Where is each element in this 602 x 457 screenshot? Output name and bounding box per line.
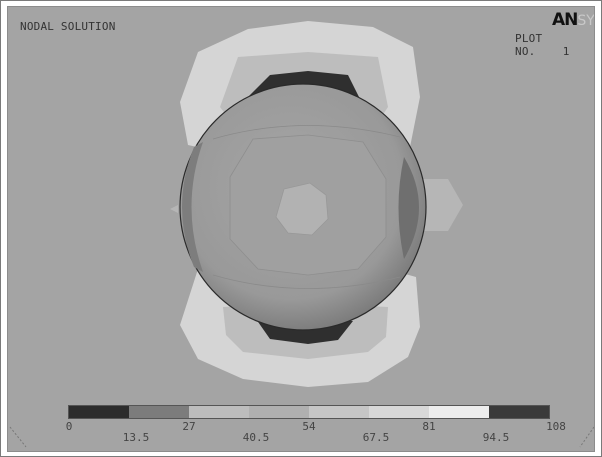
- logo-secondary-text: SYS: [577, 13, 595, 29]
- sphere-contour-ring-inner: [275, 182, 329, 236]
- corner-mark-right: [579, 426, 594, 448]
- corner-mark-left: [9, 426, 27, 448]
- legend-label-top-4: 108: [546, 420, 566, 433]
- legend-swatch-1: [129, 406, 189, 418]
- plot-title: NODAL SOLUTION: [20, 20, 116, 33]
- legend-label-top-1: 27: [182, 420, 196, 433]
- legend-swatch-3: [249, 406, 309, 418]
- legend-swatch-0: [69, 406, 129, 418]
- legend-label-top-2: 54: [302, 420, 316, 433]
- legend-label-bottom-0: 13.5: [122, 431, 150, 444]
- legend-label-bottom-1: 40.5: [242, 431, 270, 444]
- legend-swatch-6: [429, 406, 489, 418]
- logo-primary-text: AN: [552, 10, 578, 30]
- right-contour-wedge: [423, 179, 463, 231]
- sphere-left-shade: [182, 142, 203, 272]
- legend-swatch-5: [369, 406, 429, 418]
- contour-legend-bar: [68, 405, 550, 419]
- plot-label-text: PLOT NO.: [515, 32, 543, 58]
- legend-swatch-4: [309, 406, 369, 418]
- plot-number-value: 1: [562, 45, 570, 58]
- legend-label-top-0: 0: [65, 420, 73, 433]
- legend-swatch-2: [189, 406, 249, 418]
- nodal-solution-plot[interactable]: [8, 7, 595, 452]
- sphere-right-shade: [398, 157, 419, 259]
- legend-label-top-3: 81: [422, 420, 436, 433]
- legend-label-bottom-2: 67.5: [362, 431, 390, 444]
- sphere-band-line-bottom: [212, 274, 401, 289]
- plot-number-label: PLOT NO. 1: [515, 32, 594, 58]
- left-contour-wedge: [170, 205, 178, 213]
- ansys-logo: ANSYS: [552, 10, 595, 30]
- legend-label-bottom-3: 94.5: [482, 431, 510, 444]
- legend-swatch-7: [489, 406, 549, 418]
- graphics-viewport[interactable]: NODAL SOLUTION PLOT NO. 1 ANSYS 0 27 54 …: [7, 6, 595, 452]
- sphere-band-line-top: [212, 125, 401, 140]
